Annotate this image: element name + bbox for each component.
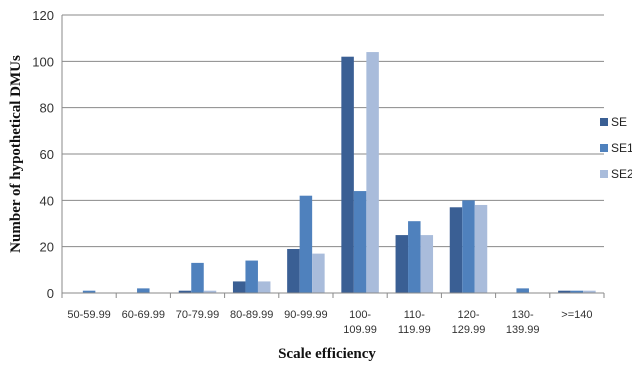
bar-se1	[516, 288, 529, 293]
axes	[61, 15, 605, 298]
bar-se	[287, 248, 300, 293]
y-axis-title: Number of hypothetical DMUs	[8, 55, 24, 253]
bar-se1	[353, 191, 367, 293]
y-tick-label: 120	[32, 8, 54, 23]
bar-se2	[366, 52, 379, 293]
y-tick-label: 40	[40, 193, 54, 208]
bar-se1	[245, 260, 258, 293]
x-tick-label: 80-89.99	[230, 309, 273, 321]
bar-se1	[299, 195, 313, 293]
bar-se1	[408, 221, 421, 293]
x-tick-label: 90-99.99	[284, 309, 327, 321]
legend-label: SE	[611, 115, 627, 129]
bar-se	[558, 290, 571, 293]
bar-se	[395, 235, 409, 293]
bar-se2	[312, 253, 325, 293]
y-tick-label: 80	[40, 101, 54, 116]
legend: SE SE1 SE2	[600, 115, 632, 181]
x-tick-label: 120-129.99	[452, 309, 486, 336]
y-tick-label: 0	[47, 286, 54, 301]
x-tick-label: 70-79.99	[176, 309, 219, 321]
x-tick-label: 60-69.99	[122, 309, 165, 321]
y-tick-label: 60	[40, 147, 54, 162]
x-tick-label: 110-119.99	[398, 309, 431, 336]
y-tick-labels: 0 20 40 60 80 100 120	[32, 8, 54, 301]
bar-se1	[191, 262, 204, 293]
bar-se1	[137, 288, 150, 293]
legend-swatch	[600, 144, 608, 152]
bar-se1	[462, 200, 475, 293]
bar-se2	[420, 235, 434, 293]
bar-se	[341, 56, 354, 294]
bar-se	[232, 281, 246, 293]
bar-se2	[583, 290, 596, 293]
bars	[82, 52, 596, 294]
legend-label: SE2	[611, 167, 632, 181]
legend-swatch	[600, 118, 608, 126]
x-axis-title: Scale efficiency	[278, 346, 376, 362]
bar-se	[178, 290, 192, 293]
bar-se1	[570, 290, 584, 293]
x-tick-label: 50-59.99	[67, 309, 110, 321]
legend-label: SE1	[611, 141, 632, 155]
x-tick-label: 100-109.99	[343, 309, 377, 336]
bar-se	[449, 207, 463, 293]
x-tick-label: >=140	[561, 309, 592, 321]
legend-swatch	[600, 170, 608, 178]
gridlines	[62, 14, 604, 248]
bar-se2	[257, 281, 271, 293]
y-tick-label: 100	[32, 54, 54, 69]
bar-se2	[203, 290, 217, 293]
bar-se2	[474, 204, 488, 293]
x-tick-labels: 50-59.99 60-69.99 70-79.99 80-89.99 90-99.99…	[67, 309, 592, 336]
y-tick-label: 20	[40, 240, 54, 255]
bar-se1	[82, 290, 96, 293]
x-tick-label: 130-139.99	[506, 309, 540, 336]
